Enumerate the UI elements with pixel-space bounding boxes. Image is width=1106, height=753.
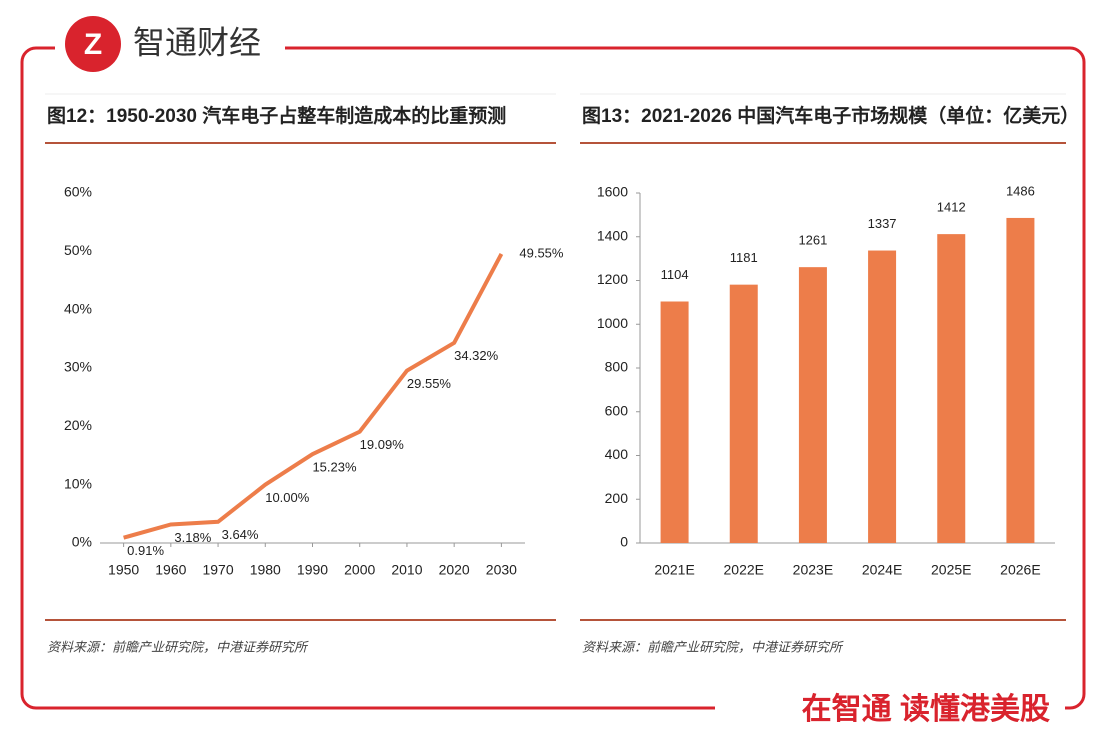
y-tick-label: 60% <box>64 184 92 200</box>
line <box>123 253 504 540</box>
value-label: 1104 <box>661 267 689 282</box>
y-tick-label: 1600 <box>597 184 628 200</box>
value-label: 49.55% <box>519 245 564 260</box>
value-label: 3.64% <box>222 527 259 542</box>
y-tick-label: 20% <box>64 417 92 433</box>
x-tick-label: 2000 <box>344 562 375 578</box>
source: 资料来源：前瞻产业研究院，中港证券研究所 <box>47 639 309 654</box>
y-tick-label: 1200 <box>597 271 628 287</box>
y-tick-label: 600 <box>605 402 629 418</box>
bar <box>937 234 966 543</box>
x-tick-label: 2022E <box>724 562 764 578</box>
value-label: 1486 <box>1006 183 1035 198</box>
chart-title: 图13：2021-2026 中国汽车电子市场规模（单位：亿美元） <box>582 104 1079 127</box>
bar <box>868 250 897 543</box>
bar <box>1006 217 1035 543</box>
x-tick-label: 2010 <box>391 562 422 578</box>
footer-bg <box>715 690 1065 730</box>
x-tick-label: 2025E <box>931 562 971 578</box>
y-tick-label: 50% <box>64 242 92 258</box>
y-tick-label: 400 <box>605 446 629 462</box>
x-tick-label: 1970 <box>202 562 233 578</box>
y-tick-label: 200 <box>605 490 629 506</box>
value-label: 1261 <box>798 233 827 248</box>
value-label: 1181 <box>730 250 758 265</box>
chart-title: 图12：1950-2030 汽车电子占整车制造成本的比重预测 <box>47 104 506 127</box>
y-tick-label: 40% <box>64 300 92 316</box>
y-tick-label: 10% <box>64 475 92 491</box>
x-tick-label: 2020 <box>439 562 470 578</box>
value-label: 0.91% <box>127 543 164 558</box>
bar <box>729 284 758 543</box>
brand: 智通财经 <box>133 24 261 60</box>
bar <box>798 267 827 543</box>
x-tick-label: 2024E <box>862 562 902 578</box>
footer-slogan: 在智通 读懂港美股 <box>802 692 1050 726</box>
value-label: 3.18% <box>174 530 211 545</box>
x-tick-label: 2021E <box>654 562 694 578</box>
logo-icon <box>65 16 121 72</box>
y-tick-label: 1000 <box>597 315 628 331</box>
value-label: 29.55% <box>407 376 452 391</box>
frame <box>20 46 1086 710</box>
x-tick-label: 2023E <box>793 562 833 578</box>
source: 资料来源：前瞻产业研究院，中港证券研究所 <box>582 639 844 654</box>
y-tick-label: 30% <box>64 359 92 375</box>
value-label: 34.32% <box>454 348 499 363</box>
value-label: 19.09% <box>360 437 405 452</box>
x-tick-label: 2030 <box>486 562 517 578</box>
logo-glyph: Z <box>84 28 102 61</box>
x-tick-label: 2026E <box>1000 562 1040 578</box>
value-label: 10.00% <box>265 490 310 505</box>
x-tick-label: 1980 <box>250 562 281 578</box>
y-tick-label: 800 <box>605 359 629 375</box>
y-tick-label: 1400 <box>597 227 628 243</box>
x-tick-label: 1960 <box>155 562 186 578</box>
bar <box>660 301 689 543</box>
y-tick-label: 0% <box>72 534 92 550</box>
value-label: 15.23% <box>312 460 357 475</box>
y-tick-label: 0 <box>620 534 628 550</box>
x-tick-label: 1990 <box>297 562 328 578</box>
x-tick-label: 1950 <box>108 562 139 578</box>
value-label: 1337 <box>868 216 897 231</box>
value-label: 1412 <box>937 200 966 215</box>
